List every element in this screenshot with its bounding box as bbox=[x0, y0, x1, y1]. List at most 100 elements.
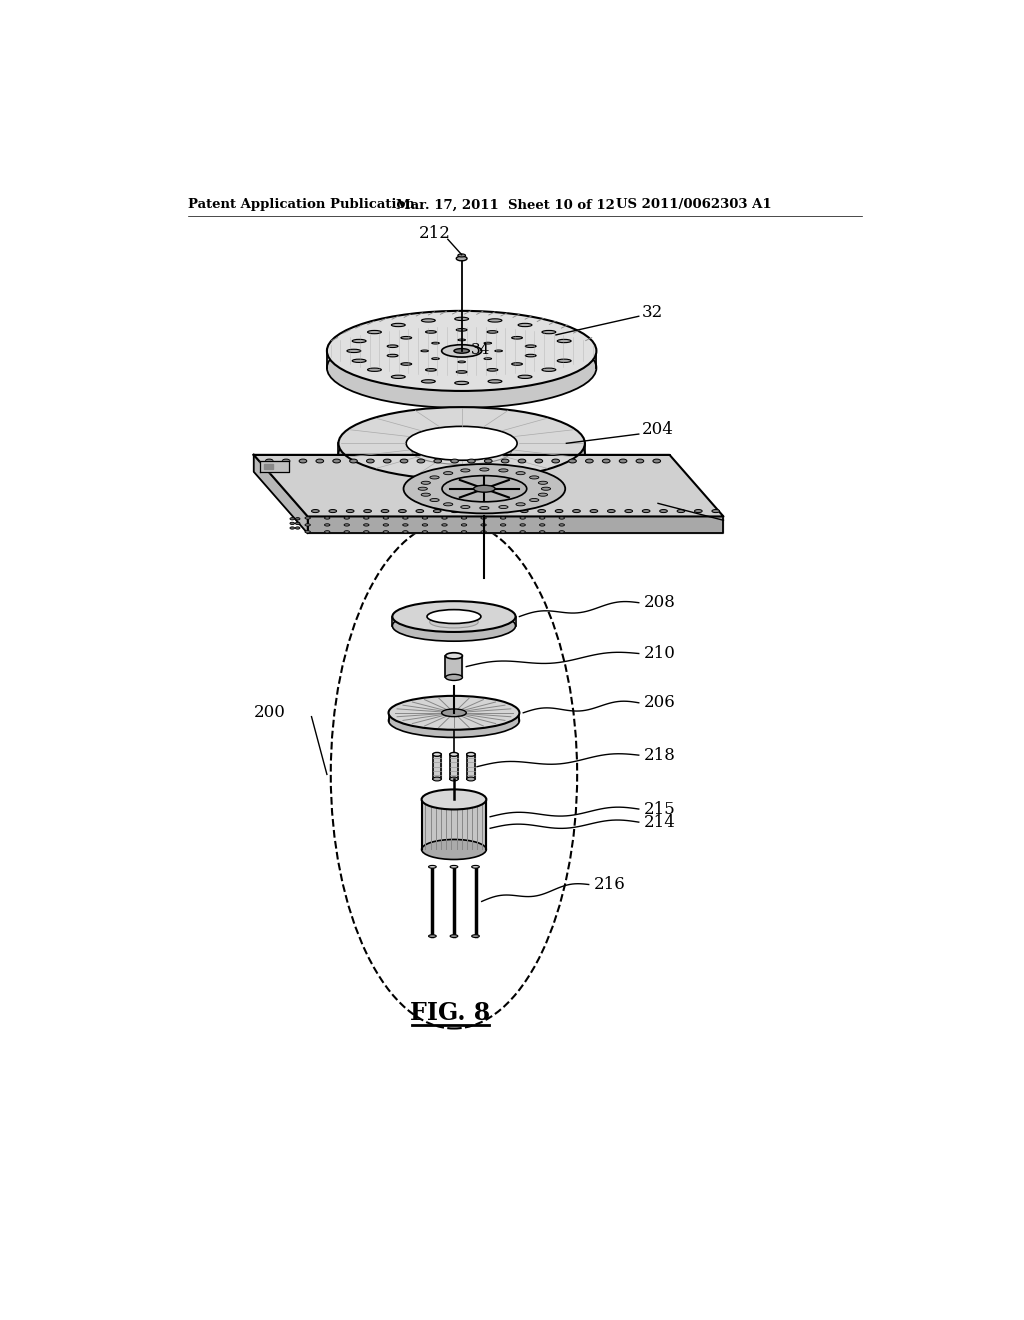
Ellipse shape bbox=[430, 499, 439, 502]
Ellipse shape bbox=[422, 840, 486, 859]
Text: 212: 212 bbox=[419, 224, 452, 242]
Ellipse shape bbox=[458, 253, 466, 257]
Ellipse shape bbox=[472, 935, 479, 937]
Polygon shape bbox=[307, 516, 724, 533]
Ellipse shape bbox=[568, 459, 577, 463]
Ellipse shape bbox=[535, 459, 543, 463]
Ellipse shape bbox=[352, 359, 366, 363]
Ellipse shape bbox=[364, 531, 369, 533]
Ellipse shape bbox=[642, 510, 650, 512]
Ellipse shape bbox=[590, 510, 598, 512]
Ellipse shape bbox=[422, 319, 435, 322]
Ellipse shape bbox=[442, 475, 526, 502]
Ellipse shape bbox=[468, 510, 476, 512]
Ellipse shape bbox=[501, 524, 506, 527]
Ellipse shape bbox=[501, 531, 506, 533]
Ellipse shape bbox=[462, 531, 467, 533]
Ellipse shape bbox=[364, 517, 369, 519]
Ellipse shape bbox=[694, 510, 702, 512]
Polygon shape bbox=[467, 755, 475, 779]
Ellipse shape bbox=[488, 319, 502, 322]
Ellipse shape bbox=[402, 517, 409, 519]
Ellipse shape bbox=[443, 471, 453, 475]
Polygon shape bbox=[445, 656, 463, 677]
Ellipse shape bbox=[412, 437, 512, 465]
Text: 32: 32 bbox=[642, 304, 664, 321]
Ellipse shape bbox=[441, 709, 466, 717]
Text: 216: 216 bbox=[593, 876, 625, 894]
Ellipse shape bbox=[451, 459, 459, 463]
Ellipse shape bbox=[441, 524, 447, 527]
Ellipse shape bbox=[316, 459, 324, 463]
Ellipse shape bbox=[426, 368, 436, 371]
Ellipse shape bbox=[484, 459, 493, 463]
Ellipse shape bbox=[368, 330, 381, 334]
Ellipse shape bbox=[457, 371, 467, 374]
Ellipse shape bbox=[344, 517, 349, 519]
Ellipse shape bbox=[495, 350, 503, 352]
Ellipse shape bbox=[344, 531, 349, 533]
Ellipse shape bbox=[433, 510, 441, 512]
Ellipse shape bbox=[305, 531, 310, 533]
Ellipse shape bbox=[349, 459, 357, 463]
Ellipse shape bbox=[327, 327, 596, 408]
Ellipse shape bbox=[539, 494, 548, 496]
Ellipse shape bbox=[480, 507, 489, 510]
Ellipse shape bbox=[559, 531, 564, 533]
Ellipse shape bbox=[557, 339, 571, 343]
Ellipse shape bbox=[347, 350, 360, 352]
Ellipse shape bbox=[540, 524, 545, 527]
Ellipse shape bbox=[441, 517, 447, 519]
Ellipse shape bbox=[295, 517, 300, 520]
Ellipse shape bbox=[461, 506, 470, 508]
Text: 214: 214 bbox=[643, 813, 675, 830]
Ellipse shape bbox=[299, 459, 307, 463]
Ellipse shape bbox=[455, 317, 469, 321]
Ellipse shape bbox=[305, 517, 310, 519]
Ellipse shape bbox=[458, 339, 466, 341]
Ellipse shape bbox=[430, 477, 439, 479]
Ellipse shape bbox=[481, 524, 486, 527]
Ellipse shape bbox=[383, 459, 391, 463]
Ellipse shape bbox=[525, 354, 537, 356]
Ellipse shape bbox=[559, 524, 564, 527]
Polygon shape bbox=[260, 461, 289, 471]
Ellipse shape bbox=[441, 531, 447, 533]
Ellipse shape bbox=[392, 601, 515, 632]
Ellipse shape bbox=[516, 471, 525, 475]
Ellipse shape bbox=[501, 517, 506, 519]
Ellipse shape bbox=[367, 459, 374, 463]
Text: FIG. 8: FIG. 8 bbox=[410, 1001, 490, 1026]
Ellipse shape bbox=[344, 524, 349, 527]
Ellipse shape bbox=[542, 368, 556, 371]
Ellipse shape bbox=[392, 610, 515, 642]
Ellipse shape bbox=[407, 426, 517, 461]
Ellipse shape bbox=[339, 418, 585, 490]
Ellipse shape bbox=[325, 517, 330, 519]
Ellipse shape bbox=[400, 337, 412, 339]
Ellipse shape bbox=[445, 653, 463, 659]
Ellipse shape bbox=[539, 482, 548, 484]
Ellipse shape bbox=[499, 506, 508, 508]
Ellipse shape bbox=[388, 704, 519, 738]
Ellipse shape bbox=[383, 524, 388, 527]
Polygon shape bbox=[264, 465, 273, 470]
Ellipse shape bbox=[520, 510, 528, 512]
Ellipse shape bbox=[311, 510, 319, 512]
Ellipse shape bbox=[364, 524, 369, 527]
Ellipse shape bbox=[295, 527, 300, 529]
Ellipse shape bbox=[462, 524, 467, 527]
Ellipse shape bbox=[468, 459, 475, 463]
Text: 210: 210 bbox=[643, 645, 675, 663]
Ellipse shape bbox=[542, 487, 551, 490]
Ellipse shape bbox=[421, 494, 430, 496]
Ellipse shape bbox=[480, 469, 489, 471]
Ellipse shape bbox=[327, 312, 596, 391]
Ellipse shape bbox=[400, 363, 412, 366]
Ellipse shape bbox=[557, 359, 571, 363]
Polygon shape bbox=[254, 455, 724, 516]
Ellipse shape bbox=[485, 510, 494, 512]
Ellipse shape bbox=[433, 777, 441, 781]
Ellipse shape bbox=[422, 531, 428, 533]
Ellipse shape bbox=[586, 459, 593, 463]
